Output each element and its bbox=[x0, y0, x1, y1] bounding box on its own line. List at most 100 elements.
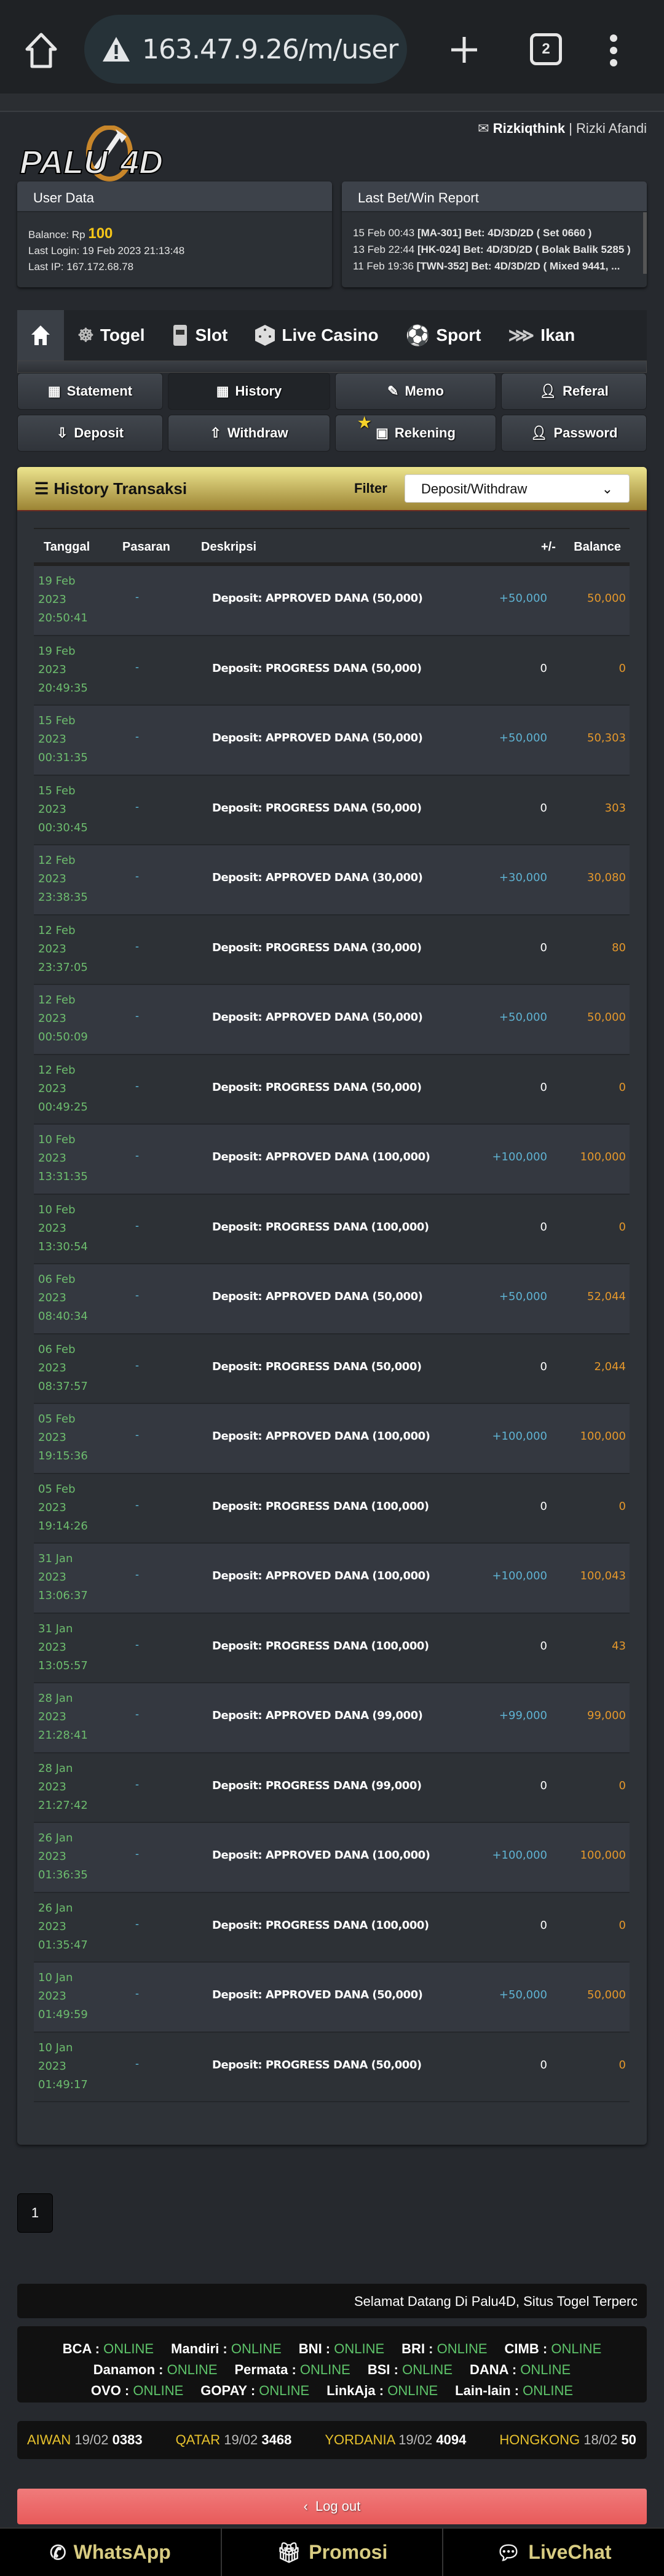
row-time: 01:49:17 bbox=[38, 2078, 88, 2091]
tab-home[interactable] bbox=[17, 310, 64, 361]
row-date: 15 Feb 2023 00:30:45 bbox=[38, 782, 88, 837]
row-time: 01:49:59 bbox=[38, 2008, 88, 2021]
result-item: YORDANIA 19/02 4094 bbox=[325, 2432, 466, 2448]
user-info[interactable]: ✉ Rizkiqthink | Rizki Afandi bbox=[478, 121, 647, 137]
memo-button[interactable]: ✎ Memo bbox=[335, 373, 496, 410]
list-icon: ☰ bbox=[34, 479, 49, 498]
row-date: 06 Feb 2023 08:37:57 bbox=[38, 1341, 88, 1396]
filter-value: Deposit/Withdraw bbox=[421, 481, 528, 496]
row-date: 05 Feb bbox=[38, 1482, 76, 1496]
row-balance: 80 bbox=[612, 941, 626, 954]
bank-status-online: ONLINE bbox=[551, 2341, 602, 2356]
row-balance: 100,000 bbox=[580, 1849, 626, 1862]
nav-label: LiveChat bbox=[528, 2541, 612, 2563]
statement-button[interactable]: ▦ Statement bbox=[17, 373, 163, 410]
row-amount: 0 bbox=[540, 801, 547, 815]
chat-icon: 💬︎ bbox=[496, 2541, 521, 2564]
user-icon: 👤︎ bbox=[539, 383, 557, 399]
palu4d-logo[interactable]: PALU 4D bbox=[17, 125, 165, 182]
fullname: Rizki Afandi bbox=[576, 121, 647, 136]
row-date: 12 Feb bbox=[38, 923, 76, 937]
results-ticker: AIWAN 19/02 0383 QATAR 19/02 3468 YORDANIA… bbox=[17, 2421, 647, 2459]
row-date: 05 Feb 2023 19:14:26 bbox=[38, 1480, 88, 1536]
withdraw-button[interactable]: ⇧ Withdraw bbox=[168, 415, 330, 452]
referal-button[interactable]: 👤︎ Referal bbox=[501, 373, 647, 410]
row-date: 31 Jan bbox=[38, 1622, 73, 1635]
bank-status-online: ONLINE bbox=[437, 2341, 488, 2356]
bet-list[interactable]: 15 Feb 00:43 [MA-301] Bet: 4D/3D/2D ( Se… bbox=[342, 212, 647, 274]
tab-slot[interactable]: Slot bbox=[159, 310, 242, 361]
menu-dots-icon[interactable] bbox=[607, 33, 620, 68]
pagination-page-1[interactable]: 1 bbox=[17, 2193, 53, 2233]
row-year: 2023 bbox=[38, 733, 66, 746]
col-pasaran: Pasaran bbox=[122, 540, 170, 554]
logout-button[interactable]: ‹ Log out bbox=[17, 2489, 647, 2524]
row-date: 15 Feb 2023 00:31:35 bbox=[38, 712, 88, 767]
bank-item: Lain-lain : ONLINE bbox=[455, 2383, 574, 2398]
row-pasaran: - bbox=[135, 1848, 139, 1860]
tab-bar-divider bbox=[17, 361, 647, 373]
bank-name: BRI bbox=[401, 2341, 425, 2356]
table-row: 10 Feb 2023 13:30:54 - Deposit: PROGRESS DAN… bbox=[34, 1194, 630, 1264]
bet-time: 13 Feb 22:44 bbox=[353, 244, 415, 255]
row-description: Deposit: APPROVED DANA (50,000) bbox=[212, 1011, 423, 1024]
row-description: Deposit: PROGRESS DANA (100,000) bbox=[212, 1499, 429, 1513]
table-row: 15 Feb 2023 00:31:35 - Deposit: APPROVED DAN… bbox=[34, 706, 630, 776]
address-bar[interactable]: 163.47.9.26/m/user bbox=[84, 15, 407, 84]
row-date: 12 Feb bbox=[38, 1063, 76, 1077]
star-icon: ★ bbox=[358, 415, 371, 431]
row-pasaran: - bbox=[135, 660, 139, 673]
row-date: 26 Jan 2023 01:35:47 bbox=[38, 1899, 88, 1955]
whatsapp-button[interactable]: ✆ WhatsApp bbox=[0, 2529, 222, 2576]
row-time: 13:30:54 bbox=[38, 1240, 88, 1253]
row-year: 2023 bbox=[38, 1152, 66, 1165]
row-balance: 43 bbox=[612, 1639, 626, 1653]
row-balance: 100,000 bbox=[580, 1430, 626, 1443]
row-amount: 0 bbox=[540, 2058, 547, 2072]
row-description: Deposit: PROGRESS DANA (100,000) bbox=[212, 1918, 429, 1932]
row-pasaran: - bbox=[135, 1358, 139, 1371]
result-number: 50 bbox=[621, 2432, 636, 2447]
nav-label: Promosi bbox=[309, 2541, 388, 2563]
rekening-button[interactable]: ★ ▣ Rekening bbox=[335, 415, 496, 452]
tab-togel[interactable]: ☸ Togel bbox=[64, 310, 159, 361]
button-label: Password bbox=[553, 425, 618, 441]
row-year: 2023 bbox=[38, 2059, 66, 2073]
bank-row: OVO : ONLINE GOPAY : ONLINE LinkAja : ONLI… bbox=[36, 2380, 628, 2401]
filter-select[interactable]: Deposit/Withdraw ⌄ bbox=[405, 474, 630, 503]
tab-switcher-button[interactable]: 2 bbox=[530, 33, 562, 65]
row-year: 2023 bbox=[38, 1431, 66, 1444]
history-button[interactable]: ▦ History bbox=[168, 373, 330, 410]
tab-sport[interactable]: ⚽ Sport bbox=[392, 310, 495, 361]
row-pasaran: - bbox=[135, 1987, 139, 2000]
row-year: 2023 bbox=[38, 942, 66, 955]
bank-status-online: ONLINE bbox=[231, 2341, 282, 2356]
whatsapp-icon: ✆ bbox=[49, 2541, 66, 2564]
home-icon[interactable] bbox=[25, 32, 58, 69]
bet-text: Bet: 4D/3D/2D ( Set 0660 ) bbox=[464, 227, 592, 239]
tab-ikan[interactable]: ⋙ Ikan bbox=[495, 310, 589, 361]
password-button[interactable]: 👤︎ Password bbox=[501, 415, 647, 452]
bank-item: GOPAY : ONLINE bbox=[200, 2383, 310, 2398]
promosi-button[interactable]: 🎁︎ Promosi bbox=[222, 2529, 444, 2576]
row-year: 2023 bbox=[38, 1361, 66, 1374]
row-year: 2023 bbox=[38, 872, 66, 885]
row-amount: 0 bbox=[540, 1639, 547, 1653]
deposit-button[interactable]: ⇩ Deposit bbox=[17, 415, 163, 452]
row-pasaran: - bbox=[135, 1777, 139, 1790]
balance-label: Balance: Rp bbox=[28, 229, 85, 241]
livechat-button[interactable]: 💬︎ LiveChat bbox=[443, 2529, 664, 2576]
tab-live-casino[interactable]: Live Casino bbox=[241, 310, 392, 361]
result-market: AIWAN bbox=[27, 2432, 71, 2447]
row-time: 00:30:45 bbox=[38, 821, 88, 834]
new-tab-icon[interactable] bbox=[450, 36, 478, 64]
row-balance: 30,080 bbox=[587, 871, 626, 884]
bet-item: 11 Feb 19:36 [TWN-352] Bet: 4D/3D/2D ( M… bbox=[353, 258, 632, 274]
bank-name: LinkAja bbox=[326, 2383, 376, 2398]
row-time: 23:38:35 bbox=[38, 891, 88, 904]
bank-status-online: ONLINE bbox=[103, 2341, 154, 2356]
table-row: 10 Jan 2023 01:49:59 - Deposit: APPROVED DAN… bbox=[34, 1963, 630, 2033]
bet-text: Bet: 4D/3D/2D ( Bolak Balik 5285 ) bbox=[463, 244, 631, 255]
table-row: 31 Jan 2023 13:05:57 - Deposit: PROGRESS DAN… bbox=[34, 1613, 630, 1683]
bank-item: CIMB : ONLINE bbox=[504, 2341, 602, 2356]
